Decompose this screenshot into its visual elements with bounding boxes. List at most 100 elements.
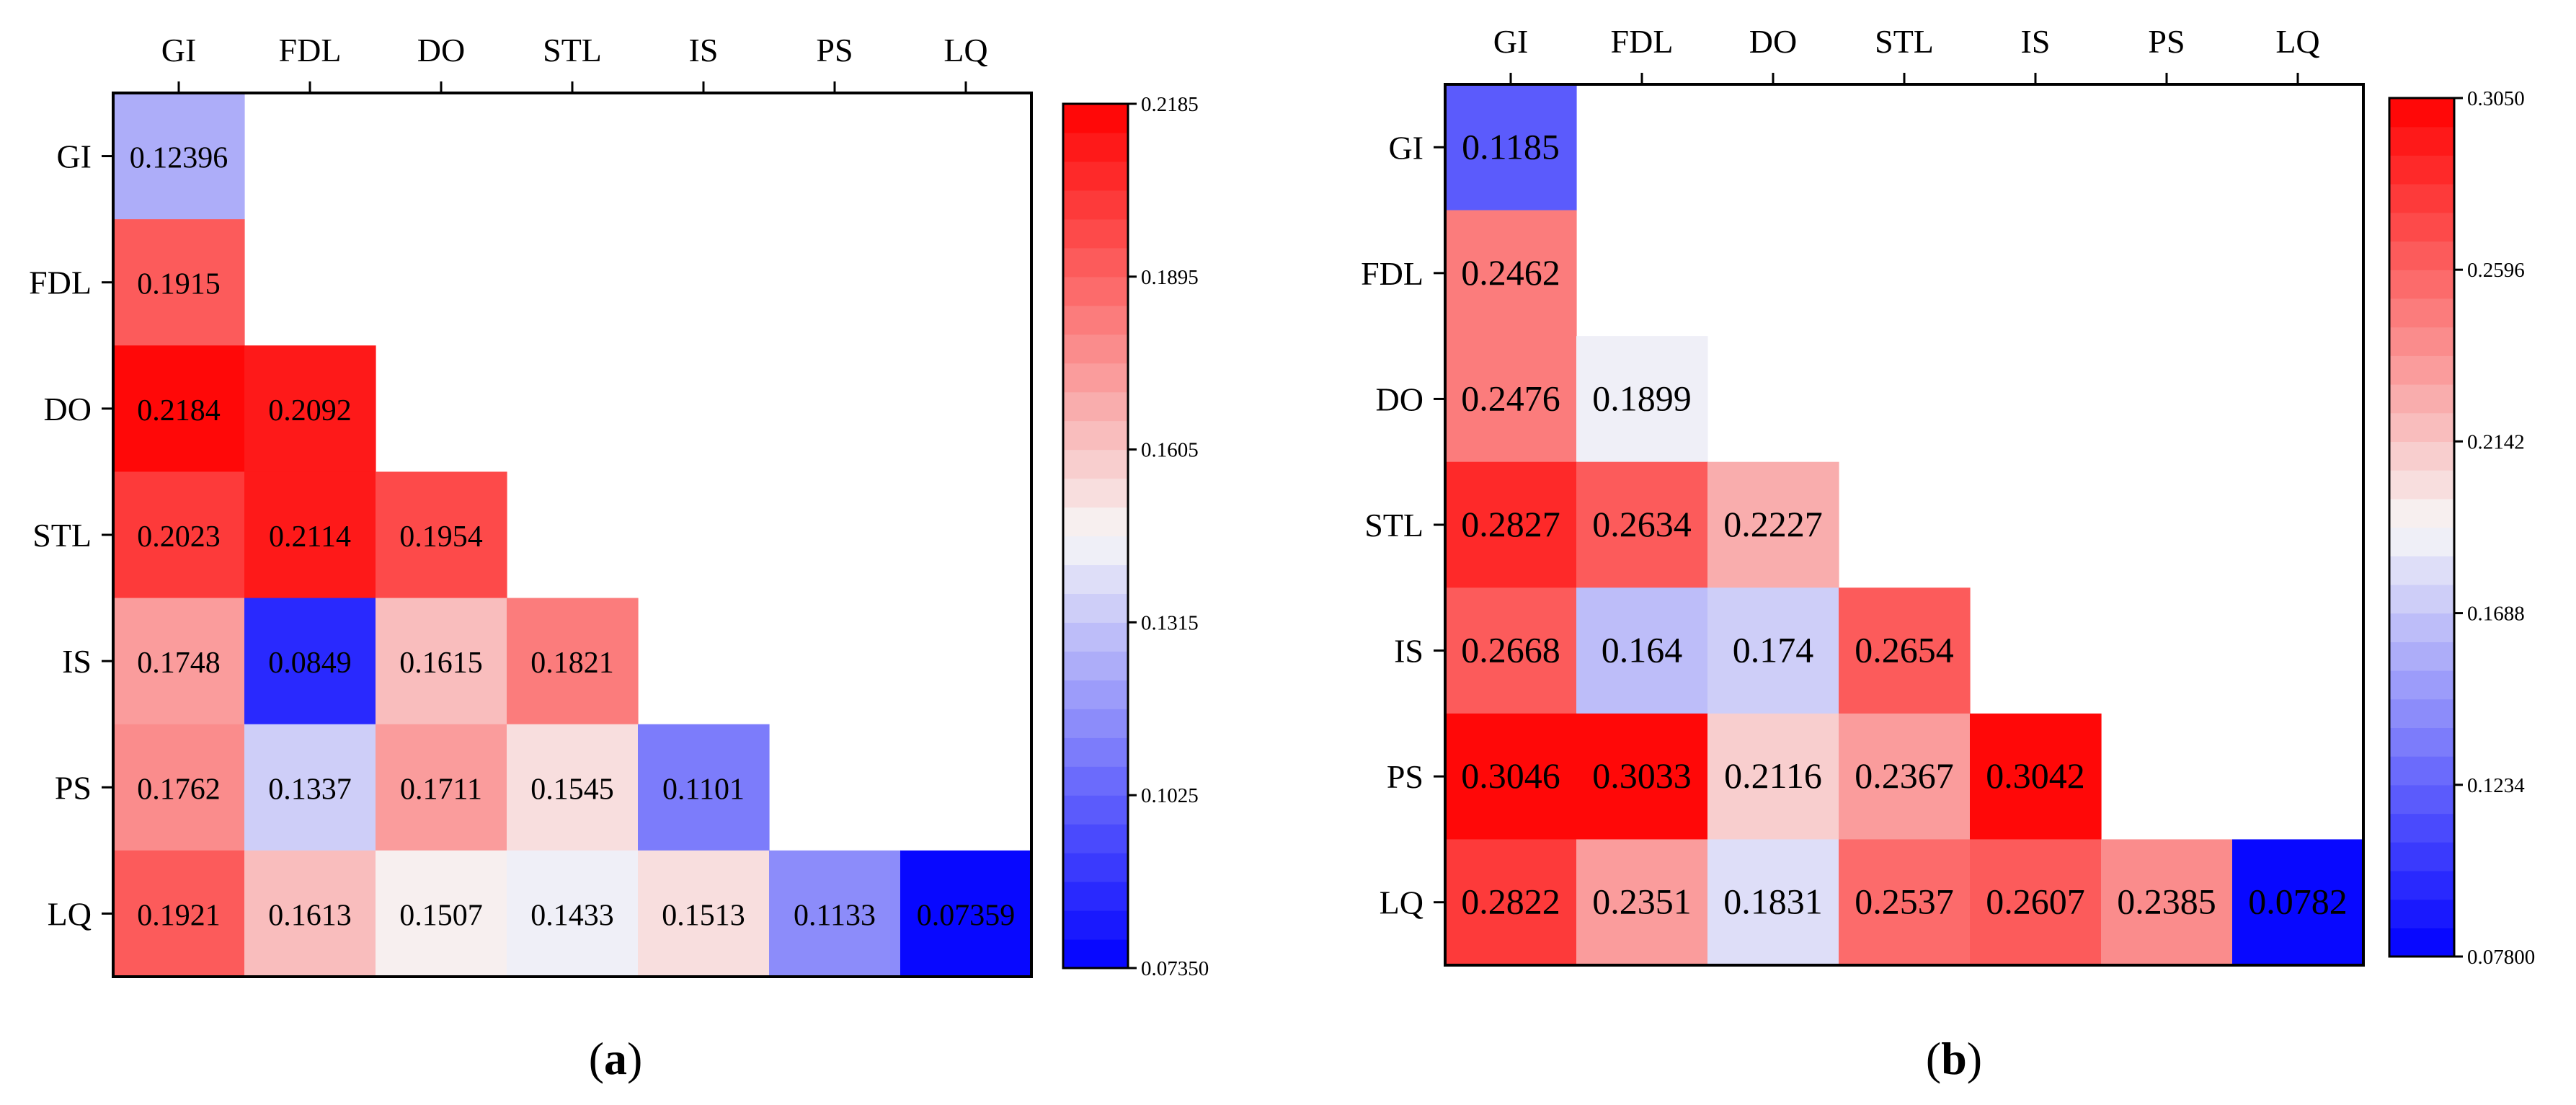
colorbar-step [2389,184,2454,213]
colorbar-step [1063,218,1128,249]
colorbar-step [1063,305,1128,335]
heatmap-cell [507,598,639,725]
cell-value-label: 0.2114 [269,520,351,554]
colorbar-tick-label: 0.1234 [2467,774,2525,797]
colorbar-step [2389,613,2454,642]
cell-value-label: 0.164 [1602,630,1683,670]
heatmap-cell [244,345,376,473]
cell-value-label: 0.2607 [1986,882,2085,922]
cell-value-label: 0.1954 [399,520,483,554]
heatmap-cell [1445,84,1577,211]
heatmap-cell [376,850,507,977]
cell-value-label: 0.2822 [1461,882,1560,922]
colorbar-step [1063,853,1128,882]
cell-value-label: 0.1921 [137,899,221,932]
heatmap-cell [1445,587,1577,714]
colorbar-step [2389,928,2454,957]
heatmap-cell [113,219,245,346]
cell-value-label: 0.2092 [268,394,352,427]
colorbar-step [1063,680,1128,709]
cell-value-label: 0.2827 [1461,504,1560,544]
heatmap-cell [113,850,245,977]
colorbar-step [2389,756,2454,786]
colorbar-step [2389,98,2454,128]
row-tick-label: PS [55,769,92,806]
heatmap-cell [1576,713,1708,840]
cell-value-label: 0.1762 [137,773,221,806]
cell-value-label: 0.1748 [137,647,221,680]
colorbar-tick-label: 0.3050 [2467,87,2525,110]
cell-value-label: 0.0782 [2248,882,2348,922]
colorbar-step [1063,391,1128,422]
colorbar-step [1063,478,1128,508]
column-tick-label: DO [1749,23,1797,60]
colorbar-step [2389,584,2454,614]
cell-value-label: 0.1613 [268,899,352,932]
heatmap-cell [113,598,245,725]
heatmap-cell [113,471,245,599]
heatmap-cell [1445,336,1577,463]
heatmap-cell [1707,713,1839,840]
colorbar-step [1063,449,1128,479]
cell-value-label: 0.1507 [399,899,483,932]
colorbar-step [2389,327,2454,356]
colorbar-step [1063,420,1128,451]
colorbar-tick-label: 0.1025 [1141,784,1199,807]
column-tick-label: STL [1875,23,1934,60]
heatmap-cell [1445,839,1577,966]
colorbar-step [2389,155,2454,185]
heatmap-cell [1707,587,1839,714]
heatmap-cell [1970,839,2102,966]
row-tick-label: DO [44,391,92,427]
cell-value-label: 0.2462 [1461,252,1560,293]
colorbar-step [1063,709,1128,738]
colorbar-step [1063,536,1128,566]
heatmap-cell [113,93,245,220]
heatmap-cell [376,471,507,599]
colorbar-step [1063,622,1128,652]
cell-value-label: 0.2476 [1461,378,1560,418]
heatmap-cell [769,850,901,977]
colorbar-step [1063,737,1128,767]
row-tick-label: STL [1364,507,1424,543]
heatmap-cell [1707,461,1839,588]
colorbar-step [1063,190,1128,220]
cell-value-label: 0.1615 [399,647,483,680]
row-tick-label: STL [32,517,92,554]
heatmap-cell [1839,713,1971,840]
heatmap-cell [507,724,639,851]
colorbar-step [1063,824,1128,853]
colorbar-step [2389,813,2454,843]
colorbar-step [1063,104,1128,133]
colorbar-tick-label: 0.2596 [2467,259,2525,282]
colorbar-step [2389,470,2454,500]
colorbar-step [2389,241,2454,270]
colorbar-step [1063,651,1128,680]
cell-value-label: 0.1545 [530,773,614,806]
row-tick-label: GI [1388,129,1424,166]
colorbar-step [2389,556,2454,585]
colorbar-step [1063,247,1128,278]
heatmap-cell [1970,713,2102,840]
cell-value-label: 0.2537 [1855,882,1954,922]
colorbar-step [1063,795,1128,825]
colorbar-tick-label: 0.2185 [1141,93,1199,116]
heatmap-cell [376,724,507,851]
colorbar-step [2389,670,2454,700]
heatmap-cell [638,850,770,977]
cell-value-label: 0.12396 [130,142,228,175]
cell-value-label: 0.1821 [530,647,614,680]
heatmap-cell [2101,839,2233,966]
colorbar-step [2389,698,2454,728]
colorbar-step [2389,412,2454,442]
colorbar-tick-label: 0.1895 [1141,266,1199,289]
heatmap-cell [1576,839,1708,966]
row-tick-label: DO [1376,381,1424,417]
colorbar-step [2389,870,2454,900]
cell-value-label: 0.1433 [530,899,614,932]
heatmap-cell [376,598,507,725]
row-tick-label: FDL [1361,255,1424,292]
cell-value-label: 0.2654 [1855,630,1954,670]
column-tick-label: LQ [943,32,987,68]
column-tick-label: LQ [2275,23,2319,60]
